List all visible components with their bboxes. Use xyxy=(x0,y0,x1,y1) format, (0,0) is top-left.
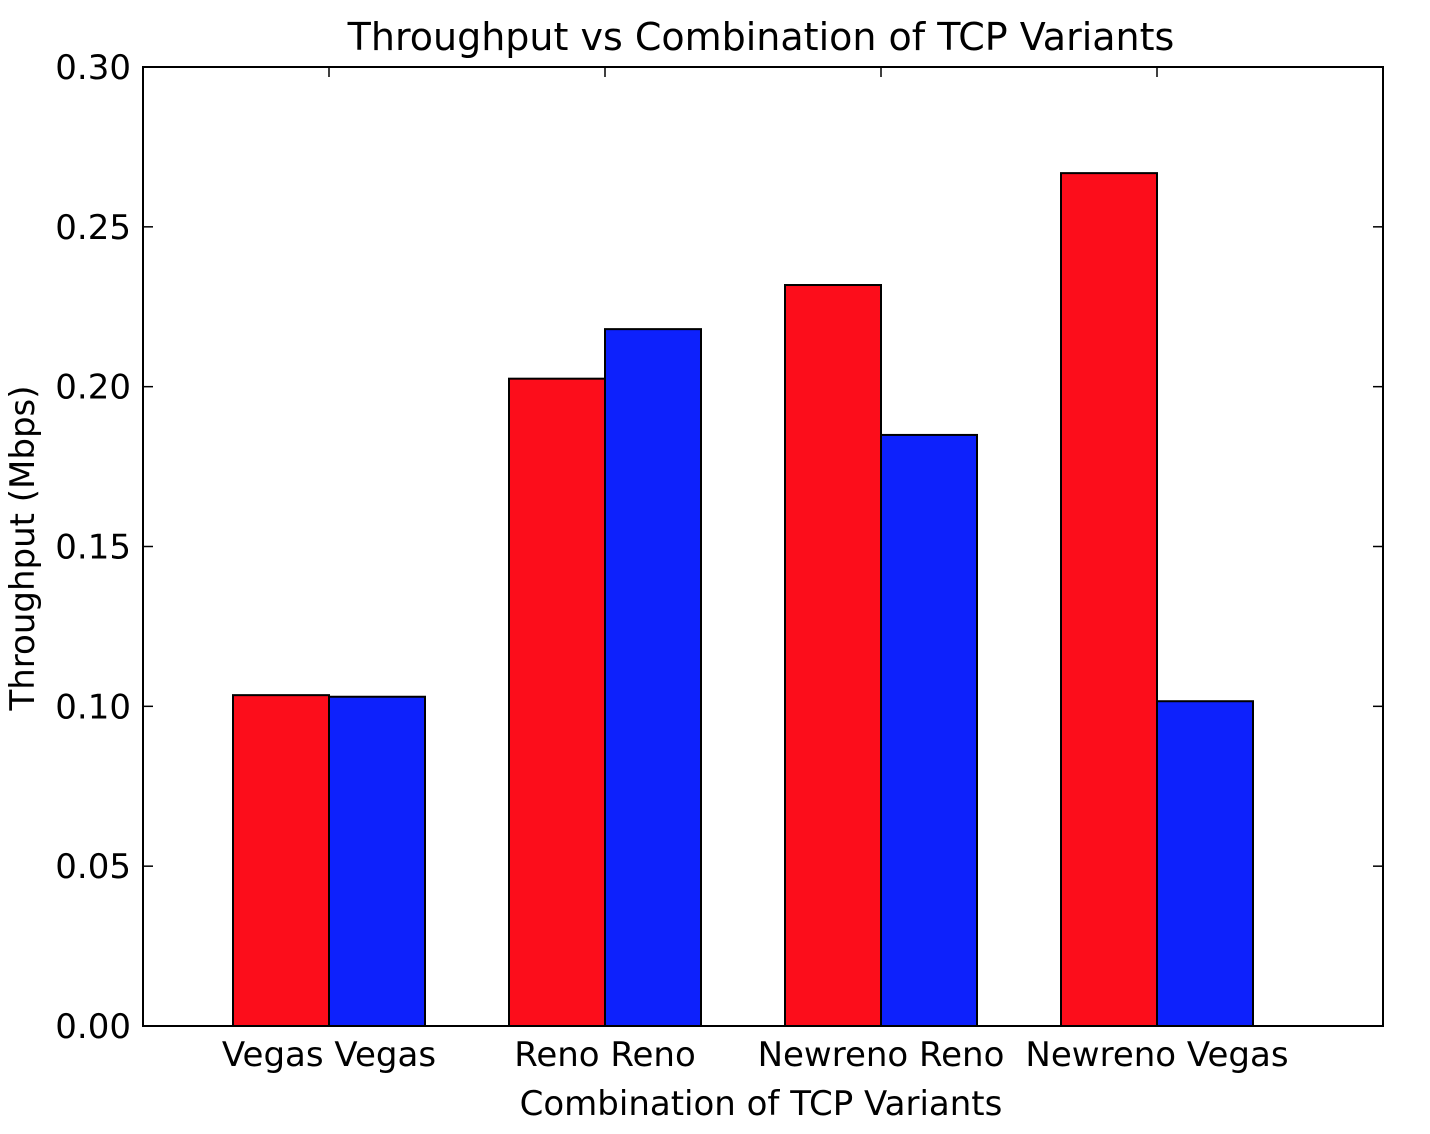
y-tick-label-6: 0.30 xyxy=(55,48,131,88)
x-tick-label-3: Newreno Vegas xyxy=(1025,1035,1288,1075)
ticks-layer: Vegas Vegas Reno Reno Newreno Reno Newreno … xyxy=(55,48,1383,1075)
x-tick-label-1: Reno Reno xyxy=(514,1035,696,1075)
y-tick-label-1: 0.05 xyxy=(55,847,131,887)
bar-red-1 xyxy=(508,377,606,1027)
chart-title: Throughput vs Combination of TCP Variant… xyxy=(347,15,1175,59)
x-tick-label-0: Vegas Vegas xyxy=(222,1035,436,1075)
x-axis-label: Combination of TCP Variants xyxy=(520,1084,1003,1124)
bars-layer xyxy=(232,172,1254,1028)
y-tick-label-5: 0.25 xyxy=(55,208,131,248)
y-tick-label-3: 0.15 xyxy=(55,528,131,568)
x-tick-label-2: Newreno Reno xyxy=(758,1035,1005,1075)
y-tick-label-2: 0.10 xyxy=(55,687,131,727)
bar-blue-3 xyxy=(1156,700,1254,1028)
bar-red-2 xyxy=(784,284,882,1027)
bar-red-0 xyxy=(232,694,330,1028)
bar-blue-2 xyxy=(880,433,978,1027)
bar-red-3 xyxy=(1060,172,1158,1027)
plot-frame xyxy=(142,66,1384,1027)
y-tick-label-4: 0.20 xyxy=(55,368,131,408)
bar-blue-1 xyxy=(604,328,702,1028)
y-axis-label: Throughput (Mbps) xyxy=(3,385,43,711)
bar-blue-0 xyxy=(328,695,426,1027)
y-tick-label-0: 0.00 xyxy=(55,1007,131,1047)
